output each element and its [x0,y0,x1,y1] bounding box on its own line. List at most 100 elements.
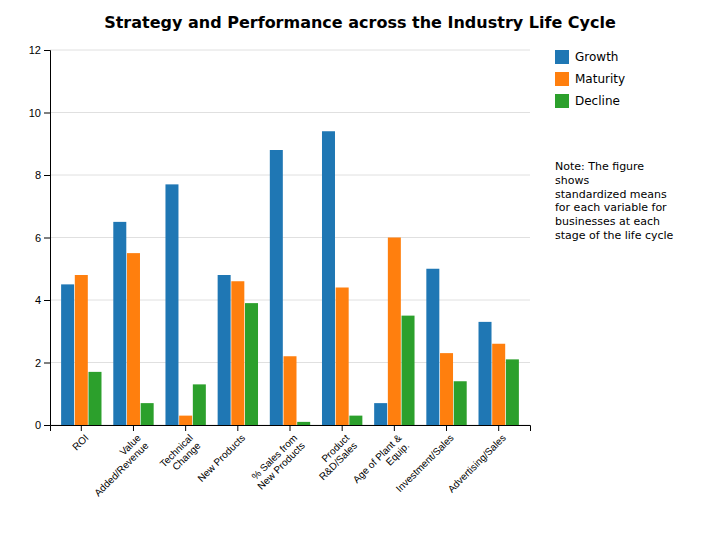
tick-mark [44,175,50,176]
bar [283,356,296,425]
annotation-line: standardized means [555,188,667,201]
axis-line [51,426,531,432]
tick-mark [498,425,499,431]
bar [61,284,74,425]
plot: 0 2 4 6 8 10 12 ROIValueAdded/RevenueTechnicalC… [29,44,531,498]
legend-label: Growth [575,50,618,64]
annotation-line: stage of the life cycle [555,229,674,242]
legend-item: Decline [555,94,620,108]
tick-label-line: New Products [195,432,247,484]
y-axis: 0 2 4 6 8 10 12 [29,44,51,431]
tick-label: ROI [70,432,90,452]
bar [231,281,244,425]
tick: New Products [195,425,247,484]
legend-swatch [555,94,569,108]
bar-series [75,238,505,426]
x-axis: ROIValueAdded/RevenueTechnicalChangeNew … [51,425,531,498]
tick-label-line: New Products [255,440,307,492]
bar [127,253,140,425]
tick-mark [446,425,447,431]
grid [50,50,530,425]
tick-mark [342,425,343,431]
tick-label-line: Added/Revenue [92,440,151,499]
tick-label: % Sales fromNew Products [247,432,307,492]
bar [245,303,258,425]
tick-mark [44,425,50,426]
tick-mark [44,113,50,114]
tick: Advertising/Sales [446,425,508,495]
tick: TechnicalChange [158,425,203,477]
bar [336,288,349,426]
bar [113,222,126,425]
legend-swatch [555,72,569,86]
tick: ValueAdded/Revenue [84,425,151,498]
tick-mark [44,238,50,239]
tick-mark [133,425,134,431]
grid-line [50,175,530,176]
tick-label: TechnicalChange [158,432,203,477]
grid-line [50,50,530,51]
tick-label: 0 [35,419,41,431]
tick: 6 [35,232,50,244]
bar [374,403,387,425]
bar [388,238,401,426]
annotation-line: Note: The figure [555,160,644,173]
tick-label: 6 [35,232,41,244]
bar [402,316,415,425]
bar [506,359,519,425]
bar [75,275,88,425]
title: Strategy and Performance across the Indu… [104,13,616,32]
tick-label: ValueAdded/Revenue [84,432,151,499]
tick-mark [81,425,82,431]
tick: ProductR&D/Sales [309,425,359,482]
chart: Strategy and Performance across the Indu… [0,0,720,540]
tick: 0 [35,419,50,431]
tick-label: 2 [35,357,41,369]
legend-swatch [555,50,569,64]
bar [270,150,283,425]
legend: Growth Maturity Decline [555,50,625,108]
tick-mark [290,425,291,431]
bar [141,403,154,425]
bar [349,416,362,425]
tick-label: ProductR&D/Sales [309,432,359,482]
tick-mark [44,363,50,364]
tick: 2 [35,357,50,369]
annotation-line: shows [555,174,589,187]
tick-label-line: Equip. [384,440,412,468]
tick: 8 [35,169,50,181]
tick-label: Advertising/Sales [446,432,508,494]
legend-label: Decline [575,94,620,108]
tick-label: 8 [35,169,41,181]
tick-mark [394,425,395,431]
annotation-line: for each variable for [555,201,667,214]
tick-label: 10 [29,107,41,119]
tick-mark [44,300,50,301]
tick-label: 12 [29,44,41,56]
legend-item: Growth [555,50,618,64]
legend-item: Maturity [555,72,625,86]
tick: 12 [29,44,50,56]
bars [61,131,519,425]
grid-line [50,112,530,113]
bar [479,322,492,425]
annotation-line: businesses at each [555,215,660,228]
tick-label: New Products [195,432,247,484]
bar [297,422,310,425]
tick-label-line: ROI [70,432,90,452]
bar [88,372,101,425]
bar [218,275,231,425]
legend-label: Maturity [575,72,625,86]
annotation: Note: The figureshowsstandardized meansf… [555,160,674,242]
tick: % Sales fromNew Products [247,425,307,492]
bar [165,184,178,425]
tick: Investment/Sales [394,425,456,494]
tick-mark [44,50,50,51]
bar [492,344,505,425]
bar [193,384,206,425]
tick: 10 [29,107,50,119]
tick-label: 4 [35,294,41,306]
bar [179,416,192,425]
bar [426,269,439,425]
bar [322,131,335,425]
